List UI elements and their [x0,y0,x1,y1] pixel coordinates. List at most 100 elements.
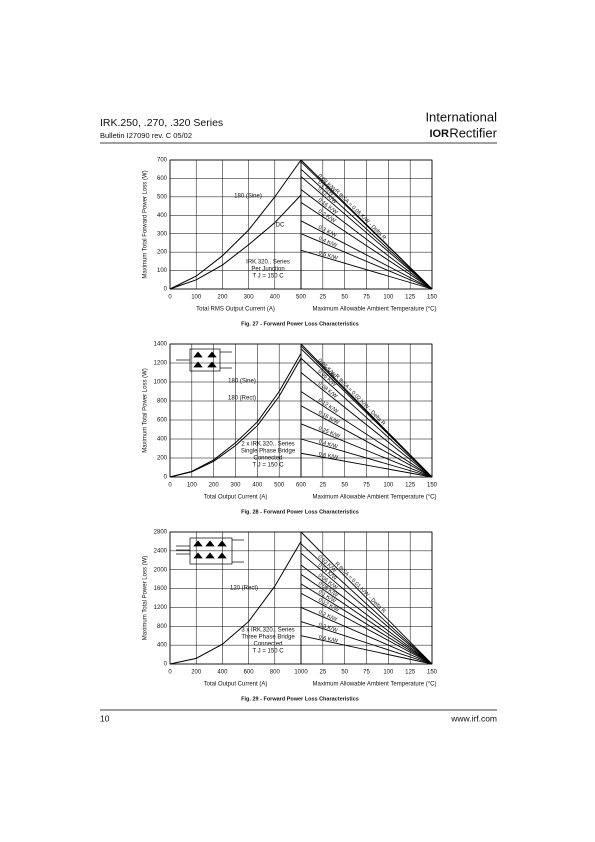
chart-note: 2 x IRK.320.. Series [241,442,294,448]
x2-tick-label: 125 [405,483,416,489]
rth-line [300,249,433,290]
chart-note: Connected [253,456,282,462]
page-number: 10 [100,713,110,723]
y-tick-label: 800 [157,624,168,630]
curve-label: 180 (Sine) [234,194,262,200]
y-tick-label: 1200 [154,605,168,611]
y-axis-label: Maximum Total Power Loss (W) [143,368,149,453]
chart-note: Three Phase Bridge [241,635,295,641]
loss-curve [169,541,302,665]
rth-line [300,220,433,290]
x-tick-label: 600 [296,483,307,489]
x-tick-label: 200 [209,483,220,489]
x-tick-label: 600 [244,670,255,676]
y-tick-label: 600 [157,418,168,424]
x2-tick-label: 50 [341,295,348,301]
x-tick-label: 100 [191,295,202,301]
y-tick-label: 400 [157,643,168,649]
rth-line [300,372,433,478]
y-tick-label: 1200 [154,361,168,367]
x2-axis-label: Maximum Allowable Ambient Temperature (°… [312,682,436,688]
rth-line [300,564,433,665]
x-axis-label: Total Output Current (A) [204,682,268,688]
chart-note: Connected [253,642,282,648]
x2-tick-label: 100 [383,295,394,301]
x2-tick-label: 50 [341,670,348,676]
rth-line [300,405,433,478]
x-tick-label: 1000 [294,670,308,676]
chart-note: T J = 150 C [252,274,284,280]
curve-label: 180 (Sine) [228,379,256,385]
chart-note: 3 x IRK.320.. Series [241,628,294,634]
curve-label: DC [276,223,285,229]
y-tick-label: 1000 [154,380,168,386]
figure-caption: Fig. 27 - Forward Power Loss Characteris… [241,321,359,327]
x2-tick-label: 150 [427,295,438,301]
x-tick-label: 400 [217,670,228,676]
rth-line [300,176,433,290]
x-tick-label: 200 [217,295,228,301]
logo-top: International [425,109,497,124]
x-tick-label: 500 [296,295,307,301]
x2-tick-label: 25 [319,483,326,489]
rth-line [300,357,433,478]
rth-line [300,592,433,665]
y-tick-label: 500 [157,194,168,200]
curve-label: 120 (Rect) [230,586,258,592]
rth-line [300,635,433,665]
x2-tick-label: 75 [363,670,370,676]
chart-note: IRK.320.. Series [246,260,290,266]
rth-line [300,233,433,290]
rth-line [300,438,433,478]
x2-axis-label: Maximum Allowable Ambient Temperature (°… [312,307,436,313]
rth-line [300,168,433,290]
y-tick-label: 200 [157,456,168,462]
x2-tick-label: 150 [427,670,438,676]
rth-line [300,161,433,290]
x-tick-label: 0 [168,295,172,301]
y-tick-label: 2800 [154,530,168,536]
x-tick-label: 100 [187,483,198,489]
x-tick-label: 300 [230,483,241,489]
chart-note: T J = 150 C [252,649,284,655]
y-tick-label: 0 [164,287,168,293]
bulletin: Bulletin I27090 rev. C 05/02 [100,131,192,140]
y-tick-label: 0 [164,662,168,668]
chart-note: Single Phase Bridge [241,449,296,455]
rth-label: 0.25 K/W [317,426,341,440]
x2-tick-label: 125 [405,670,416,676]
y-tick-label: 100 [157,268,168,274]
rth-label: 0.4 K/W [318,439,339,450]
rth-label: 0.3 K/W [318,622,339,634]
y-tick-label: 800 [157,399,168,405]
y-tick-label: 300 [157,231,168,237]
circuit-icon [176,348,232,372]
x2-tick-label: 125 [405,295,416,301]
x-tick-label: 300 [244,295,255,301]
x-axis-label: Total RMS Output Current (A) [196,307,275,313]
x2-tick-label: 100 [383,670,394,676]
x2-tick-label: 75 [363,483,370,489]
y-tick-label: 1400 [154,342,168,348]
rth-label: 0.6 K/W [318,251,339,263]
rth-line [300,391,433,478]
y-axis-label: Maximum Total Power Loss (W) [143,556,149,641]
x2-tick-label: 50 [341,483,348,489]
x2-tick-label: 25 [319,295,326,301]
x2-tick-label: 150 [427,483,438,489]
rth-line [300,607,433,665]
rth-line [300,202,433,290]
curve-label: 180 (Rect) [228,396,256,402]
rth-line [300,543,433,665]
rth-line [300,583,433,665]
rth-line [300,531,433,665]
y-tick-label: 400 [157,213,168,219]
x-tick-label: 400 [252,483,263,489]
loss-curve [169,159,302,290]
x-tick-label: 200 [191,670,202,676]
x-axis-label: Total Output Current (A) [204,495,268,501]
y-tick-label: 1600 [154,586,168,592]
y-tick-label: 0 [164,475,168,481]
chart-note: T J = 150 C [252,463,284,469]
x2-tick-label: 100 [383,483,394,489]
